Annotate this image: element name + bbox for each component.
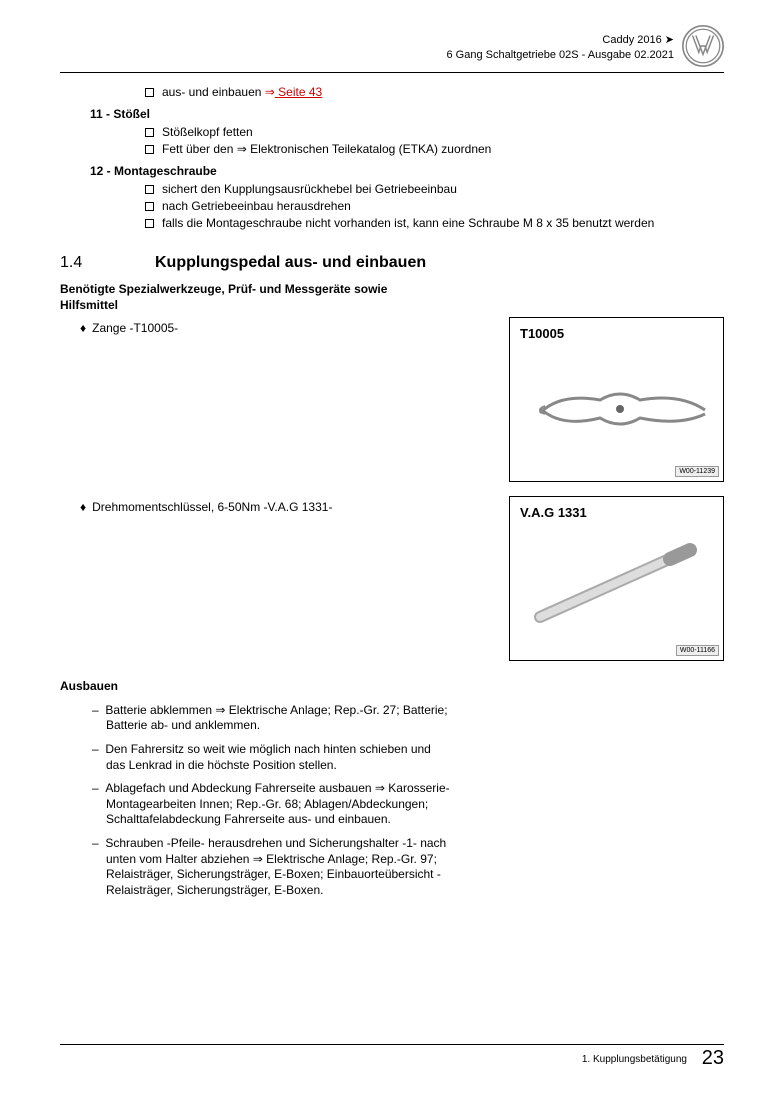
header-text: Caddy 2016 ➤ 6 Gang Schaltgetriebe 02S -…	[446, 25, 674, 64]
header-line2: 6 Gang Schaltgetriebe 02S - Ausgabe 02.2…	[446, 48, 674, 63]
diamond-icon: ♦	[80, 500, 86, 514]
checkbox-icon	[145, 128, 154, 137]
bullet-item: falls die Montageschraube nicht vorhande…	[145, 216, 724, 230]
figure-code: W00-11166	[676, 645, 719, 656]
bullet-text: aus- und einbauen	[162, 85, 265, 99]
numbered-item-11: 11 - Stößel	[90, 107, 724, 121]
checkbox-icon	[145, 219, 154, 228]
link-arrow: ⇒	[265, 85, 275, 99]
figure-label: V.A.G 1331	[520, 505, 587, 520]
bullet-item: Fett über den ⇒ Elektronischen Teilekata…	[145, 142, 724, 156]
bullet-text: falls die Montageschraube nicht vorhande…	[162, 216, 654, 230]
figure-container: V.A.G 1331 W00-11166	[60, 496, 724, 661]
tool-text: Drehmomentschlüssel, 6-50Nm -V.A.G 1331-	[92, 500, 332, 514]
bullet-item: sichert den Kupplungsausrückhebel bei Ge…	[145, 182, 724, 196]
tool-text: Zange -T10005-	[92, 321, 178, 335]
figure-label: T10005	[520, 326, 564, 341]
item-title: 11 - Stößel	[90, 107, 150, 121]
checkbox-icon	[145, 185, 154, 194]
checkbox-icon	[145, 145, 154, 154]
tool-figure-2: V.A.G 1331 W00-11166	[509, 496, 724, 661]
pliers-icon	[510, 318, 725, 483]
vw-logo-icon	[682, 25, 724, 67]
figure-container: T10005 W00-11239	[60, 317, 724, 482]
page-number: 23	[702, 1047, 724, 1069]
ausbauen-head: Ausbauen	[60, 679, 440, 695]
figure-code: W00-11239	[675, 466, 719, 477]
header-line1: Caddy 2016 ➤	[446, 33, 674, 48]
step-text: Batterie abklemmen ⇒ Elektrische Anlage;…	[105, 703, 447, 733]
page-footer: 1. Kupplungsbetätigung 23	[582, 1047, 724, 1070]
bullet-item: Stößelkopf fetten	[145, 125, 724, 139]
page-header: Caddy 2016 ➤ 6 Gang Schaltgetriebe 02S -…	[60, 25, 724, 67]
footer-divider	[60, 1044, 724, 1045]
header-divider	[60, 72, 724, 73]
checkbox-icon	[145, 88, 154, 97]
bullet-item: nach Getriebeeinbau herausdrehen	[145, 199, 724, 213]
section-number: 1.4	[60, 254, 155, 272]
section-heading: 1.4 Kupplungspedal aus- und einbauen	[60, 254, 724, 272]
step-text: Schrauben -Pfeile- herausdrehen und Sich…	[105, 836, 446, 897]
bullet-text: Fett über den ⇒ Elektronischen Teilekata…	[162, 142, 491, 156]
step-text: Den Fahrersitz so weit wie möglich nach …	[105, 742, 431, 772]
bullet-text: nach Getriebeeinbau herausdrehen	[162, 199, 351, 213]
torque-wrench-icon	[510, 497, 725, 662]
bullet-text: sichert den Kupplungsausrückhebel bei Ge…	[162, 182, 457, 196]
footer-section: 1. Kupplungsbetätigung	[582, 1054, 687, 1065]
bullet-text: Stößelkopf fetten	[162, 125, 253, 139]
step-item: – Schrauben -Pfeile- herausdrehen und Si…	[92, 836, 452, 898]
step-item: – Den Fahrersitz so weit wie möglich nac…	[92, 742, 452, 773]
tools-subhead: Benötigte Spezialwerkzeuge, Prüf- und Me…	[60, 282, 440, 313]
tool-figure-1: T10005 W00-11239	[509, 317, 724, 482]
step-item: – Ablagefach und Abdeckung Fahrerseite a…	[92, 781, 452, 828]
section-title: Kupplungspedal aus- und einbauen	[155, 254, 426, 272]
item-title: 12 - Montageschraube	[90, 164, 217, 178]
page-link[interactable]: Seite 43	[275, 85, 322, 99]
numbered-item-12: 12 - Montageschraube	[90, 164, 724, 178]
diamond-icon: ♦	[80, 321, 86, 335]
step-text: Ablagefach und Abdeckung Fahrerseite aus…	[105, 781, 449, 826]
bullet-item: aus- und einbauen ⇒ Seite 43	[145, 85, 724, 99]
step-item: – Batterie abklemmen ⇒ Elektrische Anlag…	[92, 703, 452, 734]
checkbox-icon	[145, 202, 154, 211]
